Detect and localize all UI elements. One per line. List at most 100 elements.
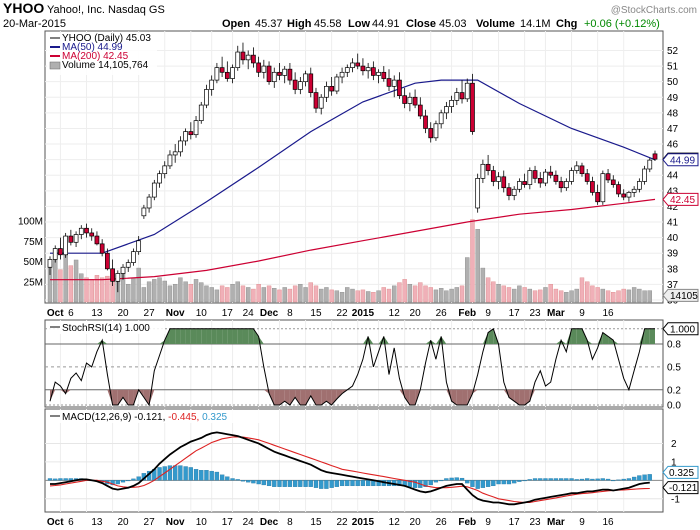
candle-body [110, 268, 115, 282]
stochrsi-overbought-fill [175, 328, 181, 345]
macd-histogram-bar [329, 480, 334, 488]
stochrsi-overbought-fill [608, 336, 614, 345]
macd-histogram-bar [444, 478, 449, 481]
candle [637, 178, 642, 193]
macd-histogram-bar [68, 478, 74, 481]
open-label: Open [222, 18, 250, 30]
stochrsi-overbought-fill [425, 340, 431, 345]
candle-body [63, 235, 68, 256]
volume-bar [647, 290, 652, 303]
macd-histogram-bar [345, 480, 350, 487]
price-tick-label: 48 [667, 108, 679, 119]
stochrsi-oversold-fill [446, 389, 452, 402]
candle [172, 144, 178, 163]
candle [543, 169, 548, 187]
price-tick-label: 37 [667, 280, 679, 291]
volume-bar [282, 287, 287, 303]
legend-swatch-volume [49, 61, 61, 70]
stochrsi-oversold-fill [519, 389, 525, 405]
macd-flag-label: -0.121 [669, 483, 698, 494]
stochrsi-overbought-fill [216, 328, 223, 345]
price-flag: 42.45 [662, 192, 699, 206]
volume-bar [590, 285, 595, 303]
candle-body [324, 85, 329, 98]
macd-histogram-bar [193, 469, 199, 481]
candle [511, 186, 517, 201]
candle-body [313, 92, 319, 109]
candle-body [449, 100, 454, 107]
macd-grid [45, 409, 663, 512]
volume-bar [392, 285, 397, 303]
volume-bar [517, 285, 522, 303]
x-tick-label: 20 [410, 517, 422, 528]
candle-body [256, 62, 261, 73]
candle-body [240, 51, 246, 61]
candle-body [204, 89, 209, 106]
volume-bar [569, 290, 574, 303]
volume-axis: 25M 50M 75M 100M [18, 217, 43, 289]
candle [501, 170, 507, 193]
stochrsi-oversold-fill [524, 389, 530, 405]
macd-histogram-bar [506, 480, 512, 485]
candle [167, 150, 173, 169]
macd-histogram-bar [365, 480, 371, 487]
candle [58, 237, 63, 260]
volume-bar [219, 285, 225, 303]
candle-body [386, 78, 392, 87]
macd-histogram-bar [126, 480, 131, 482]
stochrsi-overbought-fill [639, 328, 645, 345]
macd-histogram-bar [339, 480, 345, 487]
stochrsi-oversold-fill [107, 389, 113, 405]
macd-lines [49, 431, 650, 506]
x-tick-label: 12 [389, 517, 401, 528]
candle-body [407, 96, 413, 104]
x-tick-label: 16 [602, 517, 614, 528]
stochrsi-oversold-fill [300, 389, 306, 405]
candle-body [584, 173, 590, 182]
candle [256, 56, 261, 77]
x-tick-label: 9 [485, 308, 491, 319]
candle [240, 42, 246, 65]
volume-bar [631, 287, 637, 303]
candle-body [574, 165, 580, 171]
stochrsi-oversold-fill [284, 389, 290, 405]
candle-body [146, 196, 152, 209]
stochrsi-oversold-fill [279, 389, 285, 405]
volume-bar [209, 287, 214, 303]
volume-bar [162, 280, 167, 303]
candle-body [417, 104, 423, 117]
volume-bar [371, 292, 376, 303]
volume-bar [126, 284, 131, 303]
macd-histogram-bar [209, 470, 214, 481]
candle [245, 50, 251, 70]
volume-bar [501, 285, 506, 303]
volume-bar [79, 273, 84, 303]
price-flag: 14105 [662, 288, 699, 302]
candle-body [391, 79, 397, 87]
volume-bar [178, 277, 183, 303]
candle-body [621, 193, 627, 198]
candle [496, 172, 501, 190]
macd-histogram-bar [272, 480, 277, 487]
candle-body [151, 182, 157, 198]
candle [151, 179, 157, 201]
macd-histogram-bar [183, 466, 188, 481]
volume-bar [558, 290, 564, 303]
candle [490, 165, 496, 187]
macd-main-line [50, 431, 650, 506]
candle-body [224, 71, 230, 79]
price-legend: YHOO (Daily) 45.03 MA(50) 44.99 MA(200) … [47, 33, 157, 75]
candle-body [188, 131, 194, 136]
volume-bar [183, 281, 188, 303]
candle-body [428, 128, 434, 139]
candle-body [78, 227, 84, 235]
macd-histogram-bar [355, 480, 360, 487]
volume-bar [506, 287, 512, 303]
macd-histogram-bar [637, 475, 642, 481]
volume-bar [240, 285, 246, 303]
stochrsi-tick-label: 0.8 [667, 340, 681, 351]
x-tick-label: Dec [260, 517, 279, 528]
candle [120, 264, 126, 280]
macd-histogram-bar [261, 480, 266, 486]
macd-histogram-bar [642, 474, 647, 481]
